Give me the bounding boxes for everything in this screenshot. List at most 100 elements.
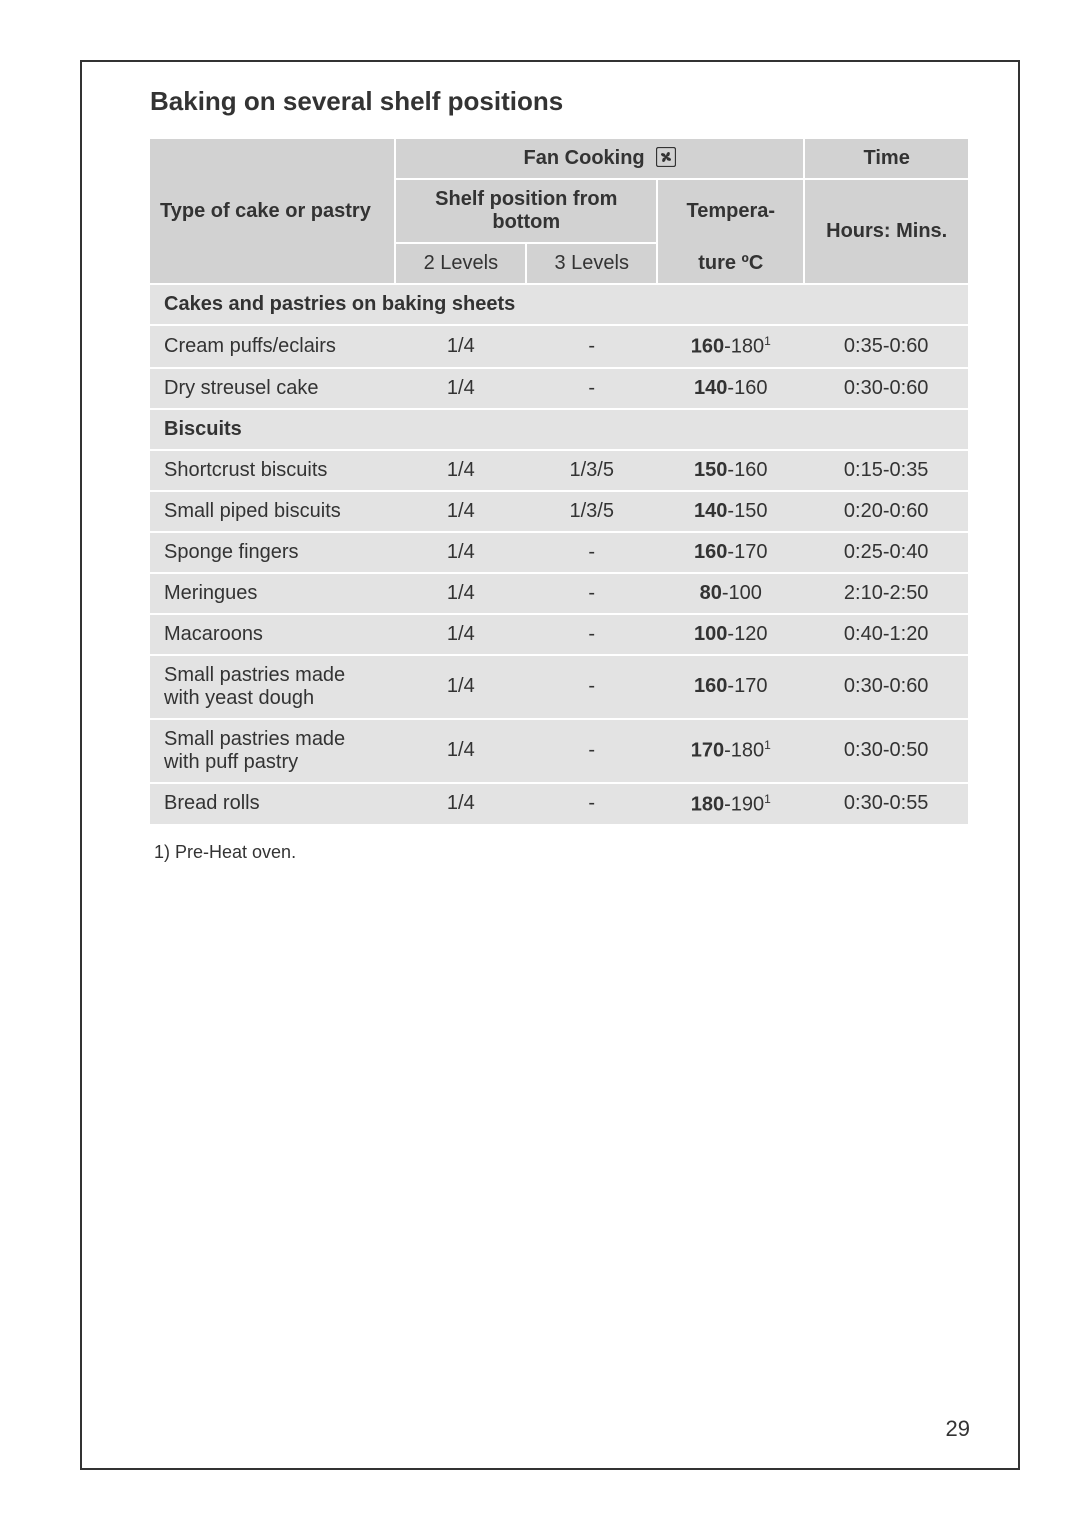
temp-rest: -100 (722, 582, 762, 604)
cell-time: 0:30-0:50 (804, 719, 968, 783)
temp-bold: 160 (694, 675, 727, 697)
cell-l3: 1/3/5 (526, 491, 657, 532)
section-title: Baking on several shelf positions (150, 86, 968, 117)
cell-l3: - (526, 783, 657, 825)
cell-time: 0:20-0:60 (804, 491, 968, 532)
temp-sup: 1 (764, 792, 771, 806)
cell-temp: 80-100 (657, 573, 804, 614)
cell-time: 0:30-0:55 (804, 783, 968, 825)
table-row: Meringues 1/4 - 80-100 2:10-2:50 (150, 573, 968, 614)
cell-temp: 140-150 (657, 491, 804, 532)
cell-temp: 140-160 (657, 368, 804, 409)
temp-sup: 1 (764, 334, 771, 348)
col-time-sub: Hours: Mins. (804, 179, 968, 284)
cell-name: Macaroons (150, 614, 395, 655)
table-row: Dry streusel cake 1/4 - 140-160 0:30-0:6… (150, 368, 968, 409)
cell-l3: - (526, 573, 657, 614)
table-row: Shortcrust biscuits 1/4 1/3/5 150-160 0:… (150, 450, 968, 491)
temp-rest: -180 (724, 336, 764, 358)
cell-name: Bread rolls (150, 783, 395, 825)
cell-temp: 160-170 (657, 532, 804, 573)
cell-time: 0:35-0:60 (804, 325, 968, 368)
cell-l2: 1/4 (395, 491, 526, 532)
col-type: Type of cake or pastry (150, 139, 395, 284)
table-row: Cream puffs/eclairs 1/4 - 160-1801 0:35-… (150, 325, 968, 368)
cell-l2: 1/4 (395, 368, 526, 409)
cell-time: 0:30-0:60 (804, 368, 968, 409)
cell-l3: 1/3/5 (526, 450, 657, 491)
cell-name: Cream puffs/eclairs (150, 325, 395, 368)
table-row: Macaroons 1/4 - 100-120 0:40-1:20 (150, 614, 968, 655)
page-frame: Baking on several shelf positions Type o… (80, 60, 1020, 1470)
temp-bold: 150 (694, 459, 727, 481)
cell-name: Small piped biscuits (150, 491, 395, 532)
cell-name: Small pastries made with puff pastry (150, 719, 395, 783)
temp-rest: -160 (727, 377, 767, 399)
table-row: Small pastries made with yeast dough 1/4… (150, 655, 968, 719)
cell-time: 0:40-1:20 (804, 614, 968, 655)
section-label: Cakes and pastries on baking sheets (150, 284, 968, 325)
cell-l2: 1/4 (395, 573, 526, 614)
cell-l3: - (526, 368, 657, 409)
temp-bold: 140 (694, 500, 727, 522)
temp-rest: -190 (724, 793, 764, 815)
cell-temp: 170-1801 (657, 719, 804, 783)
cell-l3: - (526, 719, 657, 783)
cell-name: Sponge fingers (150, 532, 395, 573)
cell-name: Dry streusel cake (150, 368, 395, 409)
cell-l2: 1/4 (395, 325, 526, 368)
page-number: 29 (946, 1416, 970, 1442)
col-time-top: Time (804, 139, 968, 179)
temp-rest: -120 (727, 623, 767, 645)
temp-bold: 180 (691, 793, 724, 815)
cell-l3: - (526, 532, 657, 573)
table-row: Sponge fingers 1/4 - 160-170 0:25-0:40 (150, 532, 968, 573)
cell-l3: - (526, 655, 657, 719)
cell-l2: 1/4 (395, 655, 526, 719)
cell-l2: 1/4 (395, 532, 526, 573)
cell-name: Small pastries made with yeast dough (150, 655, 395, 719)
temp-rest: -170 (727, 675, 767, 697)
cell-l2: 1/4 (395, 783, 526, 825)
cell-l3: - (526, 325, 657, 368)
cell-time: 2:10-2:50 (804, 573, 968, 614)
col-fan-cooking: Fan Cooking (395, 139, 804, 179)
temp-bold: 100 (694, 623, 727, 645)
cell-temp: 150-160 (657, 450, 804, 491)
temp-bold: 160 (694, 541, 727, 563)
table-row: Small pastries made with puff pastry 1/4… (150, 719, 968, 783)
footnote: 1) Pre-Heat oven. (150, 842, 968, 863)
fan-cooking-label: Fan Cooking (524, 147, 645, 169)
temp-sup: 1 (764, 738, 771, 752)
section-label: Biscuits (150, 409, 968, 450)
temp-rest: -180 (724, 740, 764, 762)
table-row: Bread rolls 1/4 - 180-1901 0:30-0:55 (150, 783, 968, 825)
cell-l3: - (526, 614, 657, 655)
cell-l2: 1/4 (395, 719, 526, 783)
cell-name: Shortcrust biscuits (150, 450, 395, 491)
col-temp-bottom: ture ºC (657, 243, 804, 284)
cell-time: 0:30-0:60 (804, 655, 968, 719)
cell-name: Meringues (150, 573, 395, 614)
col-shelf-position: Shelf position from bottom (395, 179, 657, 243)
temp-rest: -170 (727, 541, 767, 563)
temp-bold: 170 (691, 740, 724, 762)
cell-time: 0:25-0:40 (804, 532, 968, 573)
cell-time: 0:15-0:35 (804, 450, 968, 491)
cell-temp: 100-120 (657, 614, 804, 655)
cell-l2: 1/4 (395, 450, 526, 491)
table-row: Small piped biscuits 1/4 1/3/5 140-150 0… (150, 491, 968, 532)
cell-temp: 180-1901 (657, 783, 804, 825)
cell-temp: 160-1801 (657, 325, 804, 368)
fan-icon (656, 147, 676, 167)
temp-rest: -150 (727, 500, 767, 522)
temp-bold: 80 (700, 582, 722, 604)
col-2levels: 2 Levels (395, 243, 526, 284)
col-3levels: 3 Levels (526, 243, 657, 284)
temp-bold: 140 (694, 377, 727, 399)
manual-page: Baking on several shelf positions Type o… (0, 0, 1080, 1529)
section-row: Cakes and pastries on baking sheets (150, 284, 968, 325)
temp-rest: -160 (727, 459, 767, 481)
temp-bold: 160 (691, 336, 724, 358)
cell-l2: 1/4 (395, 614, 526, 655)
